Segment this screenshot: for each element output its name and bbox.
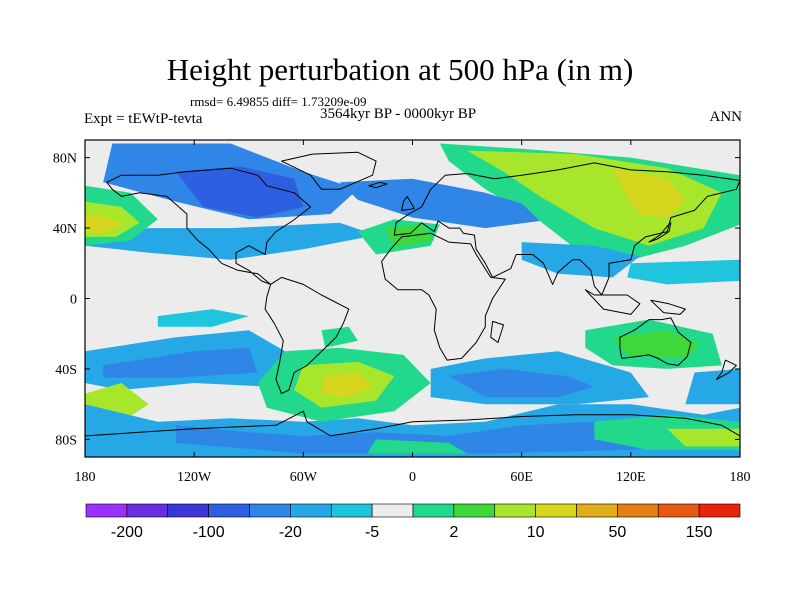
region-india-neg: [521, 242, 640, 278]
coast-madagascar: [490, 320, 504, 343]
lon-tick-label: 120E: [616, 470, 646, 485]
region-atlantic-pos-south-max: [321, 372, 373, 398]
lon-tick-label: 60W: [290, 470, 318, 485]
colorbar-swatch: [535, 503, 577, 518]
colorbar-swatch: [330, 503, 373, 518]
coast-eurasia: [393, 162, 740, 296]
season-label: ANN: [709, 109, 743, 125]
lon-tick-label: 60E: [510, 470, 533, 485]
coast-north-america: [106, 167, 312, 285]
region-southern-neg-core: [176, 421, 704, 454]
lat-tick-label: 80N: [53, 152, 77, 167]
experiment-label: Expt = tEWtP-tevta: [84, 111, 203, 127]
coast-africa: [381, 232, 506, 361]
colorbar-swatch: [494, 503, 536, 518]
lon-tick-label: 0: [409, 470, 416, 485]
region-pacific-pos-40n-max: [85, 214, 122, 234]
lat-tick-label: 80S: [55, 433, 77, 448]
colorbar-swatch: [412, 503, 455, 518]
colorbar-label: -200: [111, 524, 143, 541]
coast-new-guinea: [650, 299, 686, 315]
lat-tick-label: 0: [70, 293, 77, 308]
region-antarctic-pos-west: [367, 439, 468, 454]
coast-uk: [401, 195, 415, 211]
colorbar-label: -5: [365, 524, 379, 541]
lat-tick-label: 40S: [55, 363, 77, 378]
colorbar-swatch: [698, 503, 741, 518]
region-tropical-neg-east: [157, 309, 249, 327]
colorbar-label: -100: [193, 524, 225, 541]
lon-tick-label: 180: [75, 470, 96, 485]
colorbar-swatch: [208, 503, 250, 518]
region-europe-neg: [339, 178, 540, 229]
coast-australia: [619, 317, 692, 366]
region-eastpac-neg-core: [103, 347, 258, 378]
coast-japan: [648, 222, 672, 243]
colorbar-swatch: [167, 503, 209, 518]
region-north-america-neg-core: [176, 166, 304, 218]
longitude-labels: 180 120W 60W 0 60E 120E 180: [75, 470, 751, 485]
lon-tick-label: 180: [730, 470, 751, 485]
colorbar-swatch: [249, 503, 291, 518]
colorbar-swatch: [453, 503, 496, 518]
colorbar-swatch: [576, 503, 618, 518]
coast-south-america: [264, 276, 350, 395]
region-eurasia-pos-max: [612, 168, 686, 218]
coast-indonesia: [584, 289, 641, 315]
coast-antarctica: [85, 410, 740, 457]
coastlines: [85, 151, 740, 457]
colorbar-label: 150: [686, 524, 713, 541]
colorbar-swatch: [126, 503, 169, 518]
period-label: 3564kyr BP - 0000kyr BP: [320, 106, 477, 122]
lon-tick-label: 120W: [177, 470, 212, 485]
lat-tick-label: 40N: [53, 222, 77, 237]
coast-new-zealand: [715, 359, 737, 380]
colorbar-label: 2: [449, 524, 458, 541]
colorbar-swatch: [371, 503, 414, 518]
region-sw-pacific-neg: [685, 368, 740, 405]
axis-ticks: [84, 140, 741, 457]
colorbar: -200 -100 -20 -5 2 10 50 150: [85, 503, 741, 541]
colorbar-swatch: [617, 503, 659, 518]
region-pacific-neg-band: [85, 221, 377, 260]
region-west-pacific-neg: [627, 259, 740, 285]
region-indian-neg-core: [448, 368, 595, 398]
coast-iceland: [368, 181, 388, 189]
coast-greenland: [281, 151, 377, 190]
colorbar-label: -20: [279, 524, 302, 541]
region-antarctic-pos-east-core: [667, 428, 740, 447]
colorbar-label: 50: [609, 524, 627, 541]
colorbar-swatch: [290, 503, 332, 518]
latitude-labels: 80N 40N 0 40S 80S: [53, 152, 77, 449]
plot-title: Height perturbation at 500 hPa (in m): [166, 52, 634, 87]
colorbar-swatch: [657, 503, 700, 518]
colorbar-label: 10: [527, 524, 545, 541]
stats-label: rmsd= 6.49855 diff= 1.73209e-09: [190, 94, 367, 109]
colorbar-swatch: [85, 503, 128, 518]
region-australia-pos-core: [612, 330, 700, 359]
